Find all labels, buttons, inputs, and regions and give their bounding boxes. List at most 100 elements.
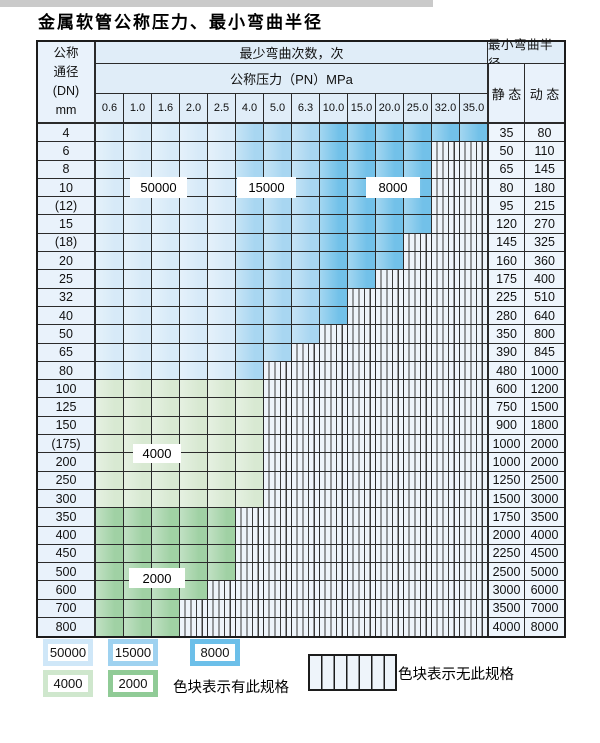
static-radius-cell: 145: [488, 233, 525, 253]
no-spec-cell: [432, 215, 460, 234]
dynamic-radius-cell: 270: [525, 215, 564, 234]
cycle-spec-cell: [96, 618, 124, 637]
table-row: 15 120 270: [38, 215, 564, 234]
pressure-value-header: 1.0: [124, 94, 152, 124]
dynamic-radius-cell: 640: [525, 306, 564, 326]
legend-no-spec-text: 色块表示无此规格: [398, 667, 514, 683]
no-spec-cell: [236, 544, 264, 564]
dynamic-radius-cell: 3000: [525, 489, 564, 509]
cycle-spec-cell: [348, 270, 376, 289]
dynamic-radius-cell: 110: [525, 142, 564, 161]
no-spec-cell: [264, 435, 292, 454]
cycle-spec-cell: [180, 471, 208, 490]
cycle-spec-cell: [236, 453, 264, 472]
table-row: 25 175 400: [38, 270, 564, 289]
cycle-spec-cell: [264, 288, 292, 307]
cycle-spec-cell: [180, 233, 208, 253]
legend-has-spec-text: 色块表示有此规格: [173, 680, 289, 696]
cycle-spec-cell: [264, 124, 292, 143]
no-spec-cell: [432, 252, 460, 271]
cycle-spec-cell: [208, 380, 236, 399]
dn-value-cell: 25: [38, 270, 96, 289]
dynamic-radius-cell: 80: [525, 124, 564, 143]
no-spec-cell: [292, 581, 320, 600]
cycle-spec-cell: [236, 416, 264, 436]
no-spec-cell: [404, 343, 432, 362]
no-spec-cell: [404, 526, 432, 545]
dn-value-cell: 80: [38, 361, 96, 381]
dn-value-cell: 50: [38, 325, 96, 344]
pressure-value-header: 0.6: [96, 94, 124, 124]
no-spec-cell: [264, 508, 292, 527]
static-radius-cell: 65: [488, 160, 525, 179]
cycle-spec-cell: [320, 288, 348, 307]
zone-cycles-label: 2000: [129, 568, 185, 588]
no-spec-cell: [404, 435, 432, 454]
no-spec-cell: [404, 471, 432, 490]
cycle-spec-cell: [208, 489, 236, 509]
cycle-spec-cell: [180, 508, 208, 527]
no-spec-cell: [236, 508, 264, 527]
page-title: 金属软管公称压力、最小弯曲半径: [38, 13, 323, 33]
no-spec-cell: [292, 526, 320, 545]
table-row: 32 225 510: [38, 288, 564, 307]
cycle-spec-cell: [264, 270, 292, 289]
cycle-spec-cell: [208, 178, 236, 198]
no-spec-cell: [432, 306, 460, 326]
cycle-spec-cell: [152, 288, 180, 307]
no-spec-cell: [460, 563, 488, 582]
static-radius-cell: 2500: [488, 563, 525, 582]
cycle-spec-cell: [292, 178, 320, 198]
no-spec-cell: [208, 618, 236, 637]
cycle-spec-cell: [208, 142, 236, 161]
cycle-spec-cell: [292, 215, 320, 234]
dn-value-cell: 800: [38, 618, 96, 637]
table-row: 50 350 800: [38, 325, 564, 344]
dn-value-cell: 125: [38, 398, 96, 417]
cycle-spec-cell: [124, 343, 152, 362]
cycle-spec-cell: [208, 215, 236, 234]
no-spec-cell: [264, 526, 292, 545]
cycle-spec-cell: [264, 233, 292, 253]
cycle-spec-cell: [292, 306, 320, 326]
legend-hatch-swatch: [308, 654, 397, 691]
cycle-spec-cell: [208, 160, 236, 179]
dynamic-radius-cell: 215: [525, 197, 564, 216]
dn-value-cell: 20: [38, 252, 96, 271]
static-radius-cell: 1250: [488, 471, 525, 490]
no-spec-cell: [376, 380, 404, 399]
no-spec-cell: [460, 471, 488, 490]
table-row: (18) 145 325: [38, 233, 564, 253]
no-spec-cell: [404, 398, 432, 417]
cycle-spec-cell: [236, 233, 264, 253]
cycle-spec-cell: [208, 343, 236, 362]
dn-value-cell: 150: [38, 416, 96, 436]
cycle-spec-cell: [208, 233, 236, 253]
cycle-spec-cell: [180, 435, 208, 454]
no-spec-cell: [460, 489, 488, 509]
no-spec-cell: [348, 435, 376, 454]
cycle-spec-cell: [180, 563, 208, 582]
table-row: 4 35 80: [38, 124, 564, 143]
dn-value-cell: 8: [38, 160, 96, 179]
cycle-spec-cell: [180, 142, 208, 161]
cycle-spec-cell: [264, 142, 292, 161]
cycle-spec-cell: [208, 471, 236, 490]
dynamic-radius-cell: 1500: [525, 398, 564, 417]
no-spec-cell: [432, 581, 460, 600]
cycle-spec-cell: [180, 361, 208, 381]
no-spec-cell: [292, 361, 320, 381]
table-row: 800 4000 8000: [38, 618, 564, 637]
cycle-spec-cell: [96, 544, 124, 564]
nominal-pressure-header: 公称压力（PN）MPa: [96, 64, 488, 94]
cycle-spec-cell: [292, 124, 320, 143]
cycle-spec-cell: [96, 526, 124, 545]
dn-header-line: 公称: [53, 46, 79, 60]
cycle-spec-cell: [152, 544, 180, 564]
dn-value-cell: (12): [38, 197, 96, 216]
static-radius-cell: 2250: [488, 544, 525, 564]
table-row: 200 1000 2000: [38, 453, 564, 472]
dn-value-cell: 10: [38, 178, 96, 198]
no-spec-cell: [432, 471, 460, 490]
cycle-spec-cell: [152, 599, 180, 619]
